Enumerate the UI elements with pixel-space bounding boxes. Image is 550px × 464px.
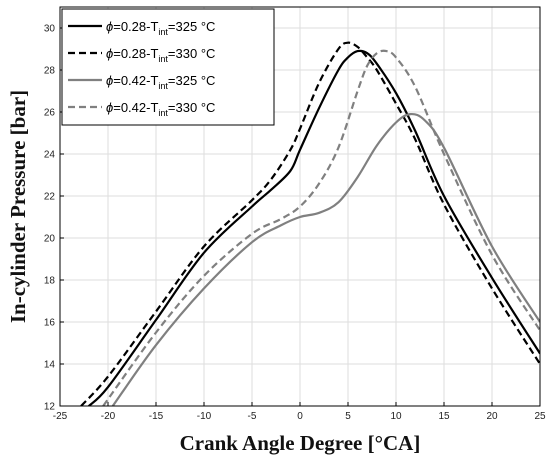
x-tick-label: 15 xyxy=(438,411,450,422)
legend: ϕ=0.28-Tint=325 °C ϕ=0.28-Tint=330 °C ϕ=0.… xyxy=(61,8,275,126)
series-line-1 xyxy=(88,49,540,406)
x-tick-label: 5 xyxy=(345,411,351,422)
y-tick-label: 28 xyxy=(44,66,56,77)
legend-label: ϕ=0.42-Tint=330 °C xyxy=(106,100,215,118)
y-tick-label: 12 xyxy=(44,402,56,413)
x-tick-label: -25 xyxy=(53,411,68,422)
x-tick-label: -10 xyxy=(197,411,212,422)
y-tick-label: 18 xyxy=(44,276,56,287)
y-tick-label: 14 xyxy=(44,360,56,371)
x-tick-label: 0 xyxy=(297,411,303,422)
series-line-3 xyxy=(111,112,540,406)
x-tick-label: 25 xyxy=(534,411,546,422)
x-tick-label: 20 xyxy=(486,411,498,422)
legend-label: ϕ=0.28-Tint=325 °C xyxy=(106,19,215,37)
series-line-4 xyxy=(102,49,540,406)
x-axis-title: Crank Angle Degree [°CA] xyxy=(180,431,421,455)
legend-label: ϕ=0.28-Tint=330 °C xyxy=(106,46,215,64)
x-tick-label: 10 xyxy=(390,411,402,422)
y-tick-label: 30 xyxy=(44,24,56,35)
y-tick-label: 26 xyxy=(44,108,56,119)
y-tick-label: 22 xyxy=(44,192,56,203)
tick-labels: -25 -20 -15 -10 -5 0 5 10 15 20 25 12 14 16 18 20 22 24 26… xyxy=(44,24,546,423)
y-tick-label: 20 xyxy=(44,234,56,245)
y-tick-label: 24 xyxy=(44,150,56,161)
legend-label: ϕ=0.42-Tint=325 °C xyxy=(106,73,215,91)
series-lines xyxy=(80,41,540,406)
x-tick-label: -5 xyxy=(248,411,257,422)
legend-box xyxy=(61,8,275,126)
series-line-2 xyxy=(80,41,540,406)
x-tick-label: -20 xyxy=(101,411,116,422)
x-tick-label: -15 xyxy=(149,411,164,422)
y-axis-title: In-cylinder Pressure [bar] xyxy=(6,90,30,323)
y-tick-label: 16 xyxy=(44,318,56,329)
